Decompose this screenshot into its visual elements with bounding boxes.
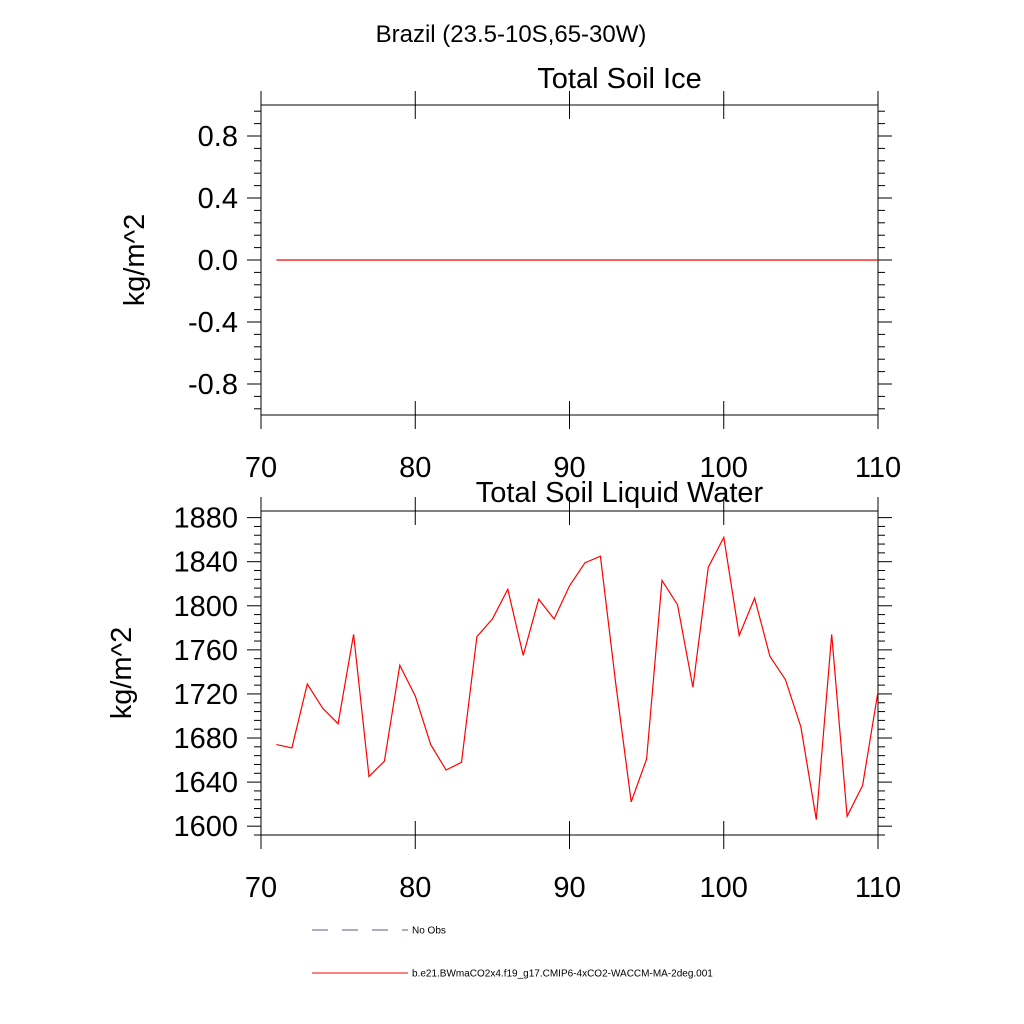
- x-tick-label: 90: [553, 452, 585, 484]
- y-axis-label: kg/m^2: [106, 627, 138, 720]
- panel-title: Total Soil Ice: [537, 63, 701, 95]
- x-tick-label: 80: [399, 452, 431, 484]
- y-tick-label: 0.0: [198, 245, 238, 277]
- figure-suptitle: Brazil (23.5-10S,65-30W): [376, 21, 647, 48]
- series-line: [276, 535, 879, 820]
- y-tick-label: 1880: [173, 503, 238, 535]
- y-tick-label: 1640: [173, 767, 238, 799]
- x-tick-label: 80: [399, 872, 431, 904]
- legend: No Obs b.e21.BWmaCO2x4.f19_g17.CMIP6-4xCO…: [312, 926, 713, 980]
- x-tick-label: 110: [855, 872, 901, 904]
- panel-title: Total Soil Liquid Water: [476, 477, 764, 509]
- panel-total-soil-liquid-water: Total Soil Liquid Water kg/m^2 70 80 90 100 11…: [106, 477, 901, 904]
- y-tick-label: 1800: [173, 591, 238, 623]
- x-tick-label: 100: [700, 452, 748, 484]
- plot-frame: [260, 510, 879, 836]
- legend-label: b.e21.BWmaCO2x4.f19_g17.CMIP6-4xCO2-WACC…: [412, 969, 713, 980]
- y-tick-label: 1680: [173, 723, 238, 755]
- x-tick-label: 90: [553, 872, 585, 904]
- panel-total-soil-ice: Total Soil Ice kg/m^2 70 80 90 100 110 -0.8 -0.4…: [119, 63, 901, 484]
- y-axis-label: kg/m^2: [119, 214, 151, 307]
- y-tick-label: -0.8: [188, 369, 238, 401]
- x-tick-label: 110: [855, 452, 901, 484]
- x-tick-label: 70: [245, 452, 277, 484]
- y-tick-label: 1720: [173, 679, 238, 711]
- x-tick-label: 100: [700, 872, 748, 904]
- y-tick-label: 0.4: [198, 183, 238, 215]
- x-tick-label: 70: [245, 872, 277, 904]
- legend-label: No Obs: [412, 926, 446, 937]
- y-tick-label: 1840: [173, 547, 238, 579]
- y-tick-label: 0.8: [198, 121, 238, 153]
- y-tick-label: 1760: [173, 635, 238, 667]
- y-tick-label: 1600: [173, 811, 238, 843]
- y-tick-label: -0.4: [188, 307, 238, 339]
